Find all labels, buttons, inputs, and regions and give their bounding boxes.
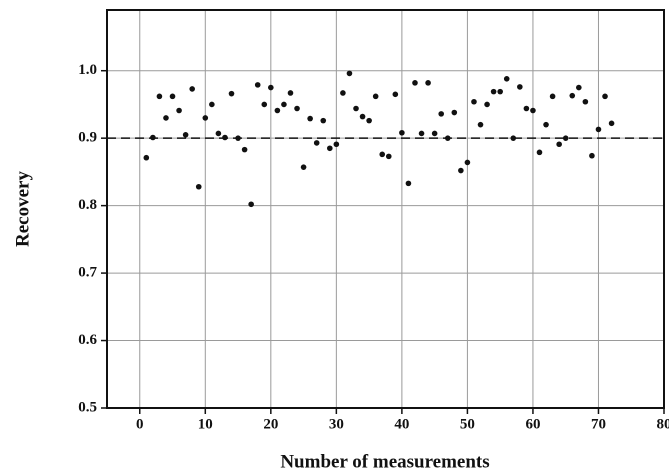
point (569, 92, 576, 99)
point (484, 101, 490, 108)
point (320, 117, 327, 124)
x-tick-label: 50 (460, 416, 475, 432)
point (346, 70, 353, 77)
point (268, 84, 274, 91)
point (228, 90, 235, 97)
point (602, 93, 608, 100)
y-tick-label: 0.7 (78, 265, 97, 281)
point (189, 86, 195, 92)
x-tick-label: 80 (657, 416, 669, 432)
point (150, 134, 156, 141)
point (562, 135, 569, 141)
y-tick-label: 1.0 (78, 62, 97, 78)
point (556, 141, 562, 148)
point (333, 141, 340, 148)
point (595, 126, 602, 133)
point (340, 90, 346, 96)
point (471, 98, 477, 105)
point (294, 105, 300, 112)
point (438, 111, 445, 117)
point (490, 88, 497, 95)
point (510, 135, 517, 141)
point (497, 88, 503, 95)
point (195, 183, 202, 190)
point (530, 107, 536, 114)
point (608, 120, 615, 127)
point (412, 80, 418, 86)
point (176, 107, 182, 114)
point (444, 135, 451, 141)
point (543, 121, 549, 128)
point (182, 131, 189, 138)
point (392, 91, 399, 98)
point (300, 164, 307, 170)
point (359, 113, 366, 120)
x-tick-label: 20 (263, 416, 278, 432)
point (215, 130, 222, 137)
plot-frame (106, 9, 665, 409)
point (261, 101, 268, 108)
point (549, 93, 556, 100)
point (523, 105, 530, 112)
point (143, 154, 150, 161)
point (222, 134, 228, 141)
point (399, 129, 405, 136)
point (431, 130, 438, 137)
y-tick-label: 0.8 (78, 197, 97, 213)
point (202, 115, 209, 121)
point (477, 121, 484, 128)
point (405, 180, 412, 187)
point (156, 93, 163, 100)
point (307, 115, 313, 122)
x-tick-label: 0 (136, 416, 144, 432)
point (503, 76, 510, 82)
point (464, 159, 471, 166)
point (582, 98, 589, 105)
point (287, 90, 294, 96)
point (536, 149, 543, 156)
point (254, 82, 261, 88)
x-tick-label: 10 (198, 416, 213, 432)
point (451, 109, 458, 116)
point (163, 115, 169, 121)
point (418, 130, 425, 137)
point (458, 167, 464, 174)
point (517, 84, 523, 90)
x-tick-label: 30 (329, 416, 344, 432)
y-tick-label: 0.9 (78, 130, 97, 146)
point (353, 105, 359, 112)
point (425, 80, 431, 86)
x-tick-label: 70 (591, 416, 606, 432)
point (248, 201, 254, 208)
point (589, 152, 595, 159)
point (241, 146, 248, 153)
y-axis-label: Recovery (12, 171, 33, 247)
point (576, 84, 582, 91)
point (235, 135, 241, 141)
point (281, 101, 287, 108)
point (379, 151, 386, 158)
point (385, 153, 392, 160)
x-tick-label: 40 (394, 416, 409, 432)
point (372, 93, 379, 100)
point (169, 93, 176, 100)
point (327, 145, 333, 152)
point (313, 140, 320, 146)
x-axis-label: Number of measurements (280, 451, 489, 472)
y-tick-label: 0.5 (78, 399, 97, 415)
point (366, 117, 372, 124)
x-tick-label: 60 (525, 416, 540, 432)
point (274, 107, 281, 114)
y-tick-label: 0.6 (78, 332, 97, 348)
point (209, 101, 215, 108)
